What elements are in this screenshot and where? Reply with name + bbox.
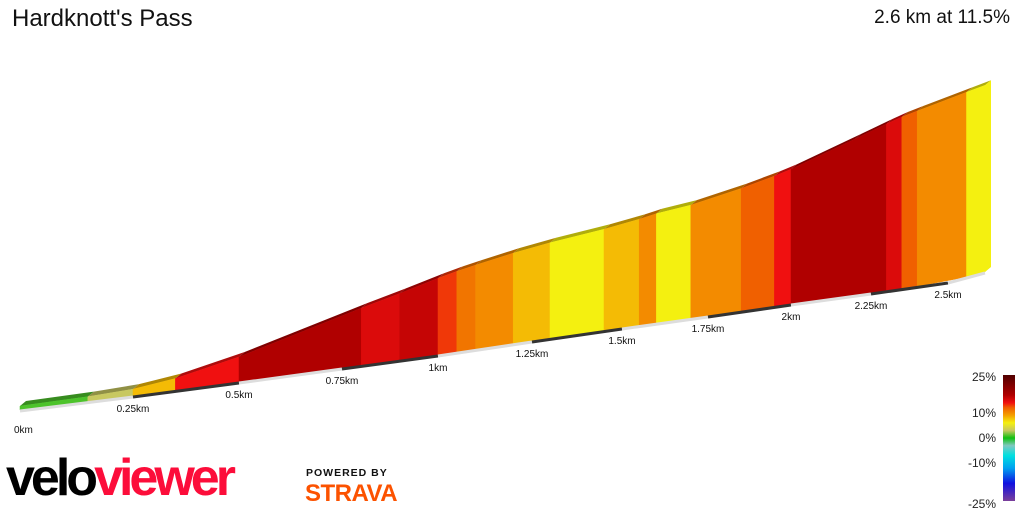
- climb-summary: 2.6 km at 11.5%: [874, 7, 1010, 28]
- legend-label: -10%: [968, 456, 996, 470]
- distance-base-stripe: [238, 367, 343, 385]
- segment-top-face: [639, 208, 663, 220]
- distance-base-stripe: [707, 303, 792, 319]
- segment-top-face: [656, 200, 697, 214]
- gradient-segment: [916, 91, 967, 287]
- gradient-segment: [603, 218, 640, 331]
- legend-label: 25%: [972, 370, 996, 384]
- gradient-segment: [886, 116, 903, 292]
- gradient-segment: [690, 188, 742, 319]
- distance-base-stripe: [947, 271, 986, 285]
- segment-top-face: [550, 224, 610, 243]
- segment-top-face: [456, 260, 482, 272]
- segment-top-face: [175, 351, 245, 379]
- segment-top-face: [399, 273, 444, 294]
- distance-base-stripe: [341, 354, 439, 371]
- gradient-segment: [740, 175, 775, 312]
- distance-base-stripe: [870, 281, 949, 296]
- x-tick-label: 1km: [429, 363, 448, 374]
- gradient-segment: [854, 123, 887, 296]
- segment-top-face: [133, 373, 182, 390]
- distance-base-stripe: [19, 395, 134, 413]
- gradient-segment: [901, 110, 918, 289]
- gradient-segment: [437, 270, 458, 356]
- x-tick-label: 1.25km: [516, 349, 549, 360]
- profile-end-face: [985, 80, 991, 272]
- distance-base-stripe: [621, 315, 709, 331]
- segment-top-face: [513, 237, 556, 254]
- x-tick-label: 2km: [782, 312, 801, 323]
- segment-top-face: [361, 288, 406, 309]
- gradient-segment: [549, 228, 605, 339]
- x-tick-label: 1.5km: [608, 336, 635, 347]
- segment-top-face: [886, 112, 908, 124]
- segment-top-face: [20, 391, 94, 406]
- distance-base-stripe: [531, 327, 623, 344]
- legend-label: 10%: [972, 406, 996, 420]
- veloviewer-logo: veloviewer: [6, 449, 236, 507]
- gradient-segment: [966, 84, 986, 278]
- legend-label: -25%: [968, 497, 996, 511]
- segment-top-face: [604, 214, 646, 230]
- segment-top-face: [239, 303, 368, 357]
- segment-top-face: [917, 87, 973, 112]
- segment-top-face: [966, 80, 991, 93]
- distance-base-stripe: [132, 381, 240, 399]
- x-tick-label: 0.75km: [326, 376, 359, 387]
- gradient-segment: [638, 213, 657, 326]
- x-tick-label: 0.25km: [117, 404, 150, 415]
- gradient-segment: [456, 264, 476, 353]
- page-title: Hardknott's Pass: [12, 5, 193, 32]
- gradient-legend-bar: [1003, 375, 1015, 501]
- segment-top-face: [774, 164, 797, 177]
- strava-logo: STRAVA: [305, 480, 398, 507]
- segment-top-face: [690, 183, 748, 206]
- segment-top-face: [901, 106, 924, 118]
- segment-top-face: [855, 118, 893, 140]
- segment-top-face: [438, 266, 463, 279]
- x-tick-label: 0km: [14, 425, 33, 436]
- x-tick-label: 2.25km: [855, 301, 888, 312]
- x-tick-label: 1.75km: [692, 324, 725, 335]
- powered-by-label: POWERED BY: [306, 467, 388, 479]
- legend-label: 0%: [979, 431, 997, 445]
- gradient-segment: [656, 204, 692, 324]
- x-tick-label: 0.5km: [225, 390, 252, 401]
- segment-top-face: [741, 171, 781, 189]
- gradient-segment: [774, 168, 792, 307]
- gradient-segment: [475, 252, 514, 350]
- gradient-segment: [512, 242, 551, 345]
- distance-base-stripe: [790, 292, 872, 307]
- segment-top-face: [475, 248, 520, 266]
- gradient-segment: [238, 307, 362, 383]
- distance-base-stripe: [437, 340, 533, 358]
- x-tick-label: 2.5km: [934, 290, 961, 301]
- segment-top-face: [87, 384, 139, 397]
- segment-top-face: [791, 134, 861, 170]
